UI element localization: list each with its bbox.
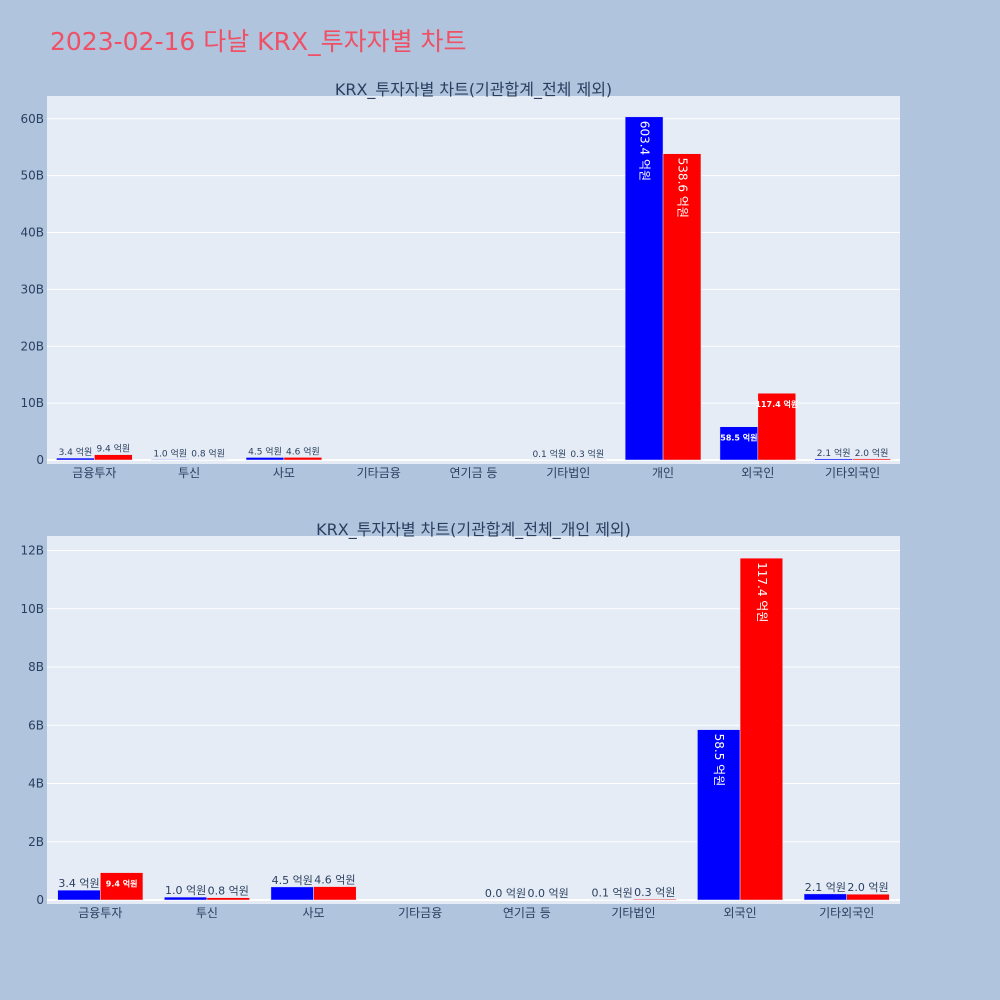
bar-label: 0.0 억원 bbox=[485, 887, 526, 900]
chart-title: KRX_투자자별 차트(기관합계_전체 제외) bbox=[335, 80, 612, 100]
bar-label: 3.4 억원 bbox=[59, 446, 93, 458]
bar bbox=[245, 457, 285, 461]
bar bbox=[846, 893, 890, 901]
y-tick-label: 12B bbox=[20, 544, 44, 558]
bar-label: 1.0 억원 bbox=[153, 447, 187, 459]
bar bbox=[757, 392, 796, 461]
y-tick-label: 8B bbox=[28, 660, 44, 674]
bar-label: 2.1 억원 bbox=[817, 447, 851, 459]
x-tick-label: 기타법인 bbox=[611, 906, 655, 920]
bar bbox=[633, 898, 677, 901]
y-tick-label: 0 bbox=[36, 453, 44, 467]
bar-label: 1.0 억원 bbox=[165, 884, 206, 897]
bar bbox=[697, 729, 741, 901]
bar bbox=[283, 457, 323, 461]
bar-label: 2.1 억원 bbox=[805, 881, 846, 894]
bar bbox=[100, 872, 144, 901]
x-tick-label: 개인 bbox=[652, 466, 674, 480]
bar-label: 117.4 억원 bbox=[755, 562, 769, 622]
bar-label: 58.5 억원 bbox=[720, 433, 757, 443]
bar bbox=[662, 153, 702, 461]
bar bbox=[624, 116, 664, 461]
bar bbox=[313, 886, 357, 901]
bar bbox=[164, 896, 208, 901]
x-tick-label: 투신 bbox=[178, 466, 200, 480]
bar bbox=[852, 458, 891, 461]
page-title: 2023-02-16 다날 KRX_투자자별 차트 bbox=[50, 27, 467, 56]
x-tick-label: 사모 bbox=[303, 906, 325, 920]
y-tick-label: 60B bbox=[20, 112, 44, 126]
y-tick-label: 0 bbox=[36, 893, 44, 907]
bar-label: 4.5 억원 bbox=[248, 445, 282, 457]
bar-label: 58.5 억원 bbox=[712, 734, 726, 787]
y-tick-label: 50B bbox=[20, 169, 44, 183]
x-tick-label: 기타법인 bbox=[546, 466, 590, 480]
x-tick-label: 기타금융 bbox=[398, 906, 442, 920]
y-tick-label: 10B bbox=[20, 396, 44, 410]
bar-label: 9.4 억원 bbox=[96, 443, 130, 455]
bar bbox=[814, 458, 853, 461]
bar-label: 3.4 억원 bbox=[58, 877, 99, 890]
bar-label: 538.6 억원 bbox=[676, 158, 690, 218]
y-tick-label: 20B bbox=[20, 339, 44, 353]
bar-label: 2.0 억원 bbox=[847, 881, 888, 894]
x-tick-label: 금융투자 bbox=[72, 466, 116, 480]
chart-panel-2: 0 2B 4B 6B 8B 10B 12B KRX_투자자별 차트(기관합계_전체_개인 제외… bbox=[20, 520, 900, 920]
bar-label: 9.4 억원 bbox=[106, 879, 138, 889]
bar-label: 0.8 억원 bbox=[191, 448, 225, 460]
x-tick-label: 외국인 bbox=[741, 466, 774, 480]
y-tick-label: 40B bbox=[20, 226, 44, 240]
bar bbox=[803, 893, 847, 901]
bar-label: 0.8 억원 bbox=[208, 885, 249, 898]
bar bbox=[94, 454, 133, 461]
bar-label: 0.0 억원 bbox=[528, 887, 569, 900]
x-tick-label: 연기금 등 bbox=[450, 466, 498, 480]
chart-panel-1: 0 10B 20B 30B 40B 50B 60B KRX_투자자별 차트(기관합계_전체 제… bbox=[20, 80, 900, 480]
bar-label: 603.4 억원 bbox=[638, 121, 652, 181]
x-tick-label: 기타금융 bbox=[357, 466, 401, 480]
y-tick-label: 6B bbox=[28, 718, 44, 732]
bar bbox=[719, 426, 759, 461]
bar bbox=[151, 459, 190, 461]
bar bbox=[270, 886, 314, 901]
bar-label: 2.0 억원 bbox=[855, 447, 889, 459]
y-tick-label: 10B bbox=[20, 602, 44, 616]
x-tick-label: 연기금 등 bbox=[503, 906, 551, 920]
bar-label: 0.3 억원 bbox=[570, 448, 604, 460]
bar-label: 0.1 억원 bbox=[532, 448, 566, 460]
bar-label: 117.4 억원 bbox=[755, 399, 798, 409]
bar bbox=[739, 557, 783, 901]
x-tick-label: 금융투자 bbox=[78, 906, 122, 920]
x-tick-label: 사모 bbox=[273, 466, 295, 480]
bar-label: 0.3 억원 bbox=[634, 886, 675, 899]
bar bbox=[57, 889, 101, 901]
x-tick-label: 외국인 bbox=[724, 906, 757, 920]
x-tick-label: 투신 bbox=[196, 906, 218, 920]
x-tick-label: 기타외국인 bbox=[825, 466, 880, 480]
bar-label: 4.5 억원 bbox=[272, 874, 313, 887]
y-tick-label: 2B bbox=[28, 835, 44, 849]
bar-label: 0.1 억원 bbox=[591, 887, 632, 900]
y-tick-label: 30B bbox=[20, 282, 44, 296]
bar bbox=[206, 897, 250, 901]
bar-label: 4.6 억원 bbox=[286, 445, 320, 457]
chart-title: KRX_투자자별 차트(기관합계_전체_개인 제외) bbox=[316, 520, 631, 540]
bar-label: 4.6 억원 bbox=[314, 874, 355, 887]
y-tick-label: 4B bbox=[28, 777, 44, 791]
x-tick-label: 기타외국인 bbox=[819, 906, 874, 920]
bar bbox=[56, 457, 95, 461]
